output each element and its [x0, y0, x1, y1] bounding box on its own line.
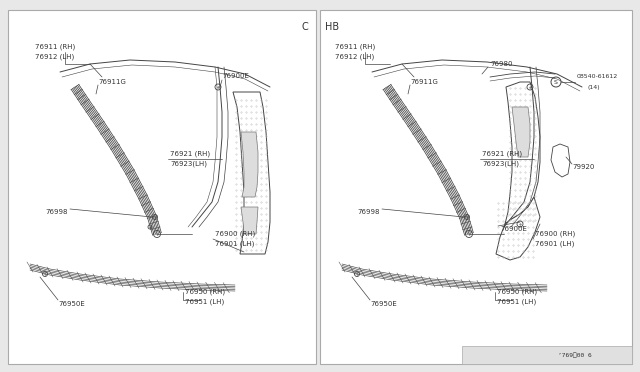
Polygon shape [551, 144, 570, 177]
Bar [8, 10, 316, 364]
Text: 76900 (RH): 76900 (RH) [215, 231, 255, 237]
Text: 76950E: 76950E [58, 301, 84, 307]
Text: 79920: 79920 [572, 164, 595, 170]
Text: 76998: 76998 [357, 209, 380, 215]
Polygon shape [241, 207, 258, 234]
Polygon shape [241, 132, 258, 197]
Text: 76951 (LH): 76951 (LH) [185, 299, 224, 305]
Polygon shape [496, 197, 540, 260]
Bar [462, 346, 632, 364]
Text: (14): (14) [587, 84, 600, 90]
Polygon shape [512, 107, 530, 157]
Text: 76900E: 76900E [222, 73, 249, 79]
Text: 76950E: 76950E [370, 301, 397, 307]
Bar [320, 10, 632, 364]
Text: 76900 (RH): 76900 (RH) [535, 231, 575, 237]
Text: 76911 (RH): 76911 (RH) [35, 44, 76, 50]
Text: 76921 (RH): 76921 (RH) [482, 151, 522, 157]
Text: S: S [554, 80, 558, 84]
Text: 76900E: 76900E [500, 226, 527, 232]
Text: 76950 (RH): 76950 (RH) [497, 289, 537, 295]
Text: 76911G: 76911G [410, 79, 438, 85]
Text: 76912 (LH): 76912 (LH) [35, 54, 74, 60]
Text: HB: HB [325, 22, 339, 32]
Text: ’769⁂00 6: ’769⁂00 6 [558, 352, 592, 358]
Text: 76912 (LH): 76912 (LH) [335, 54, 374, 60]
Text: 76998: 76998 [45, 209, 67, 215]
Text: 76951 (LH): 76951 (LH) [497, 299, 536, 305]
Text: C: C [301, 22, 308, 32]
Text: 76901 (LH): 76901 (LH) [215, 241, 254, 247]
Text: 76901 (LH): 76901 (LH) [535, 241, 574, 247]
Text: 76950 (RH): 76950 (RH) [185, 289, 225, 295]
Text: 08540-61612: 08540-61612 [577, 74, 618, 80]
Text: 76911G: 76911G [98, 79, 126, 85]
Text: 76923(LH): 76923(LH) [482, 161, 519, 167]
Polygon shape [233, 92, 270, 254]
Text: 76980: 76980 [490, 61, 513, 67]
Text: 76923(LH): 76923(LH) [170, 161, 207, 167]
Polygon shape [505, 82, 540, 224]
Text: 76921 (RH): 76921 (RH) [170, 151, 210, 157]
Text: 76911 (RH): 76911 (RH) [335, 44, 375, 50]
